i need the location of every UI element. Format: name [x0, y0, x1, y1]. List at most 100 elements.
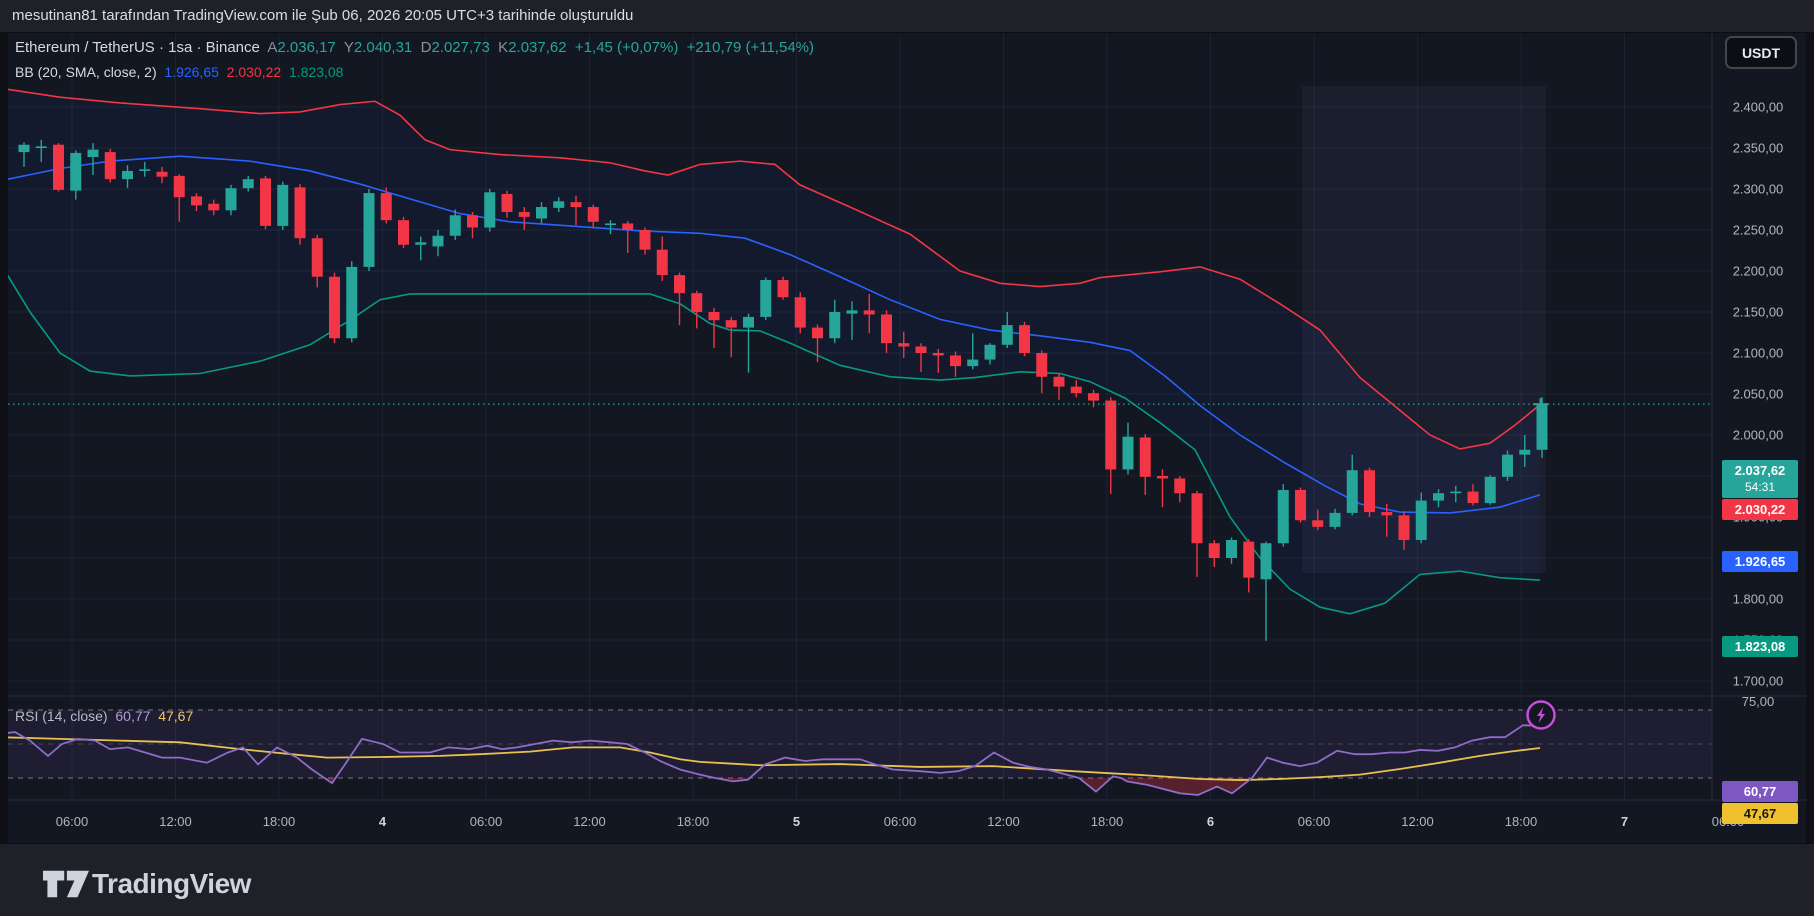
rsi-legend[interactable]: RSI (14, close) 60,77 47,67 [15, 708, 193, 724]
candle [863, 310, 875, 315]
price-tick-label: 2.050,00 [1733, 387, 1784, 402]
candle [518, 211, 530, 217]
candle [1415, 500, 1427, 540]
open-label: A [267, 39, 278, 56]
brand-name[interactable]: TradingView [92, 868, 251, 899]
candle [208, 203, 220, 211]
price-chart[interactable]: 2.400,00 2.350,00 2.300,00 2.250,00 2.200,00… [0, 33, 1814, 843]
candle [449, 215, 461, 236]
candle [725, 320, 737, 328]
price-axis[interactable]: 2.400,00 2.350,00 2.300,00 2.250,00 2.200,00… [1733, 100, 1784, 795]
price-tick-label: 2.400,00 [1733, 100, 1784, 115]
time-tick-label: 06:00 [56, 814, 89, 829]
currency-toggle-button[interactable]: USDT [1725, 36, 1797, 69]
candle [605, 223, 616, 226]
candle [760, 280, 772, 317]
candle [691, 293, 703, 312]
candle [1398, 515, 1410, 540]
bb-basis-badge[interactable]: 1.926,65 [1722, 550, 1798, 572]
symbol-legend[interactable]: Ethereum / TetherUS · 1sa · Binance A2.0… [15, 39, 814, 56]
time-tick-label: 18:00 [1505, 814, 1538, 829]
attribution-bar: mesutinan81 tarafından TradingView.com i… [0, 0, 1814, 33]
candle [191, 196, 202, 206]
rsi-tick-label: 75,00 [1742, 694, 1775, 709]
bb-lower-value: 1.823,08 [288, 64, 344, 80]
chart-frame-right [1806, 33, 1814, 843]
candle [1536, 404, 1548, 450]
candle [18, 144, 30, 153]
time-tick-label: 18:00 [263, 814, 296, 829]
time-tick-label: 6 [1207, 814, 1214, 829]
bb-upper-line[interactable] [0, 87, 1541, 450]
candle [35, 146, 47, 148]
tradingview-logo[interactable] [43, 868, 89, 900]
high-value: 2.040,31 [353, 39, 413, 56]
candle [570, 202, 582, 208]
candle [829, 312, 841, 339]
last-price-badge[interactable]: 2.037,62 54:31 [1722, 460, 1798, 499]
candle [380, 193, 392, 221]
candle [242, 179, 254, 189]
rsi-line-badge[interactable]: 60,77 [1722, 781, 1798, 803]
time-axis[interactable]: 06:00 12:00 18:00 4 06:00 12:00 18:00 5 06:00 12:… [56, 814, 1745, 829]
open-value: 2.036,17 [277, 39, 336, 56]
rsi-ma-badge[interactable]: 47,67 [1722, 803, 1798, 825]
candle [708, 312, 720, 321]
chart-frame-left [0, 33, 8, 843]
candle [1208, 543, 1220, 558]
low-label: D [420, 39, 432, 56]
change-value: +1,45 (+0,07%) [574, 39, 679, 56]
candle [1053, 376, 1065, 387]
candle [1450, 491, 1462, 494]
candle [587, 207, 599, 222]
price-tick-label: 2.150,00 [1733, 305, 1784, 320]
candle [950, 355, 961, 367]
attribution-text: mesutinan81 tarafından TradingView.com i… [12, 7, 634, 24]
time-tick-label: 18:00 [1091, 814, 1124, 829]
time-tick-label: 12:00 [159, 814, 192, 829]
candle [277, 184, 289, 226]
bb-upper-badge[interactable]: 2.030,22 [1722, 499, 1798, 521]
lightning-icon[interactable] [1525, 699, 1557, 731]
footer-bar: TradingView [0, 843, 1814, 916]
candle [777, 280, 789, 298]
time-tick-label: 06:00 [1298, 814, 1331, 829]
time-tick-label: 7 [1621, 814, 1628, 829]
candle [984, 344, 996, 360]
time-tick-label: 4 [379, 814, 387, 829]
candle [1260, 543, 1272, 580]
candle [484, 192, 496, 228]
rsi-ma-line[interactable] [0, 736, 1541, 781]
candle [53, 144, 64, 190]
chart-widget[interactable]: 2.400,00 2.350,00 2.300,00 2.250,00 2.200,00… [0, 33, 1814, 843]
candles-group[interactable] [18, 139, 1548, 641]
candle [1364, 470, 1375, 513]
candle [622, 223, 634, 230]
bb-basis-value: 1.926,65 [164, 64, 219, 80]
symbol-title: Ethereum / TetherUS · 1sa · Binance [15, 39, 260, 56]
bb-legend[interactable]: BB (20, SMA, close, 2) 1.926,65 2.030,22… [15, 64, 343, 80]
candle [656, 249, 668, 276]
time-tick-label: 12:00 [987, 814, 1020, 829]
candle [881, 314, 892, 344]
bb-title: BB (20, SMA, close, 2) [15, 64, 157, 80]
rsi-oversold-fill [1079, 778, 1112, 792]
rsi-line[interactable] [0, 724, 1541, 796]
candle [1001, 325, 1013, 345]
plus-icon[interactable] [1533, 398, 1548, 411]
candle [1122, 436, 1134, 470]
price-tick-label: 2.100,00 [1733, 346, 1784, 361]
close-label: K [498, 39, 509, 56]
candle [432, 235, 444, 247]
price-tick-label: 2.200,00 [1733, 264, 1784, 279]
candle [122, 170, 133, 180]
bb-lower-badge[interactable]: 1.823,08 [1722, 635, 1798, 657]
bb-basis-line[interactable] [0, 155, 1541, 514]
candle [363, 193, 375, 267]
candle [1157, 476, 1168, 479]
candle [415, 242, 427, 245]
candle [1105, 400, 1117, 470]
candle [156, 171, 168, 177]
candle [915, 346, 927, 353]
bb-lower-line[interactable] [0, 262, 1541, 615]
